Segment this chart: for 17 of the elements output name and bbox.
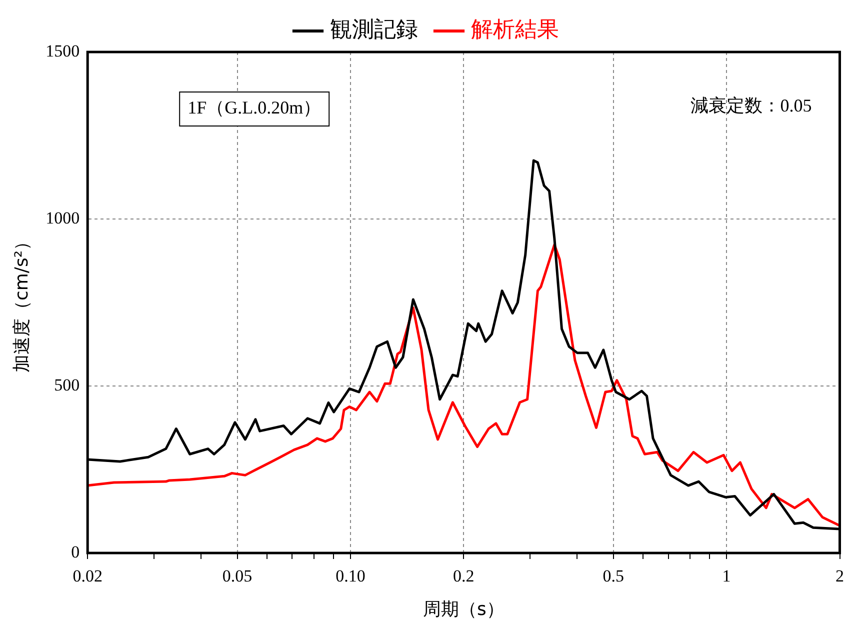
x-tick-label: 1 — [722, 566, 731, 586]
x-tick-label: 0.02 — [72, 566, 102, 586]
y-tick-label: 1000 — [46, 208, 80, 228]
y-tick-label: 0 — [71, 542, 80, 562]
annotation: 減衰定数：0.05 — [690, 96, 812, 116]
annotation: 1F（G.L.0.20m） — [188, 98, 322, 118]
x-tick-label: 0.5 — [602, 566, 624, 586]
y-tick-label: 1500 — [46, 41, 80, 60]
x-tick-label: 0.2 — [453, 566, 474, 586]
x-tick-label: 0.10 — [336, 566, 366, 586]
x-axis-title: 周期（s） — [422, 598, 504, 620]
legend-label: 観測記録 — [330, 18, 418, 43]
legend-label: 解析結果 — [471, 18, 559, 43]
y-axis-title: 加速度（cm/s²） — [11, 232, 32, 373]
y-tick-label: 500 — [54, 375, 80, 394]
x-tick-label: 2 — [836, 566, 844, 586]
x-tick-label: 0.05 — [222, 566, 252, 586]
